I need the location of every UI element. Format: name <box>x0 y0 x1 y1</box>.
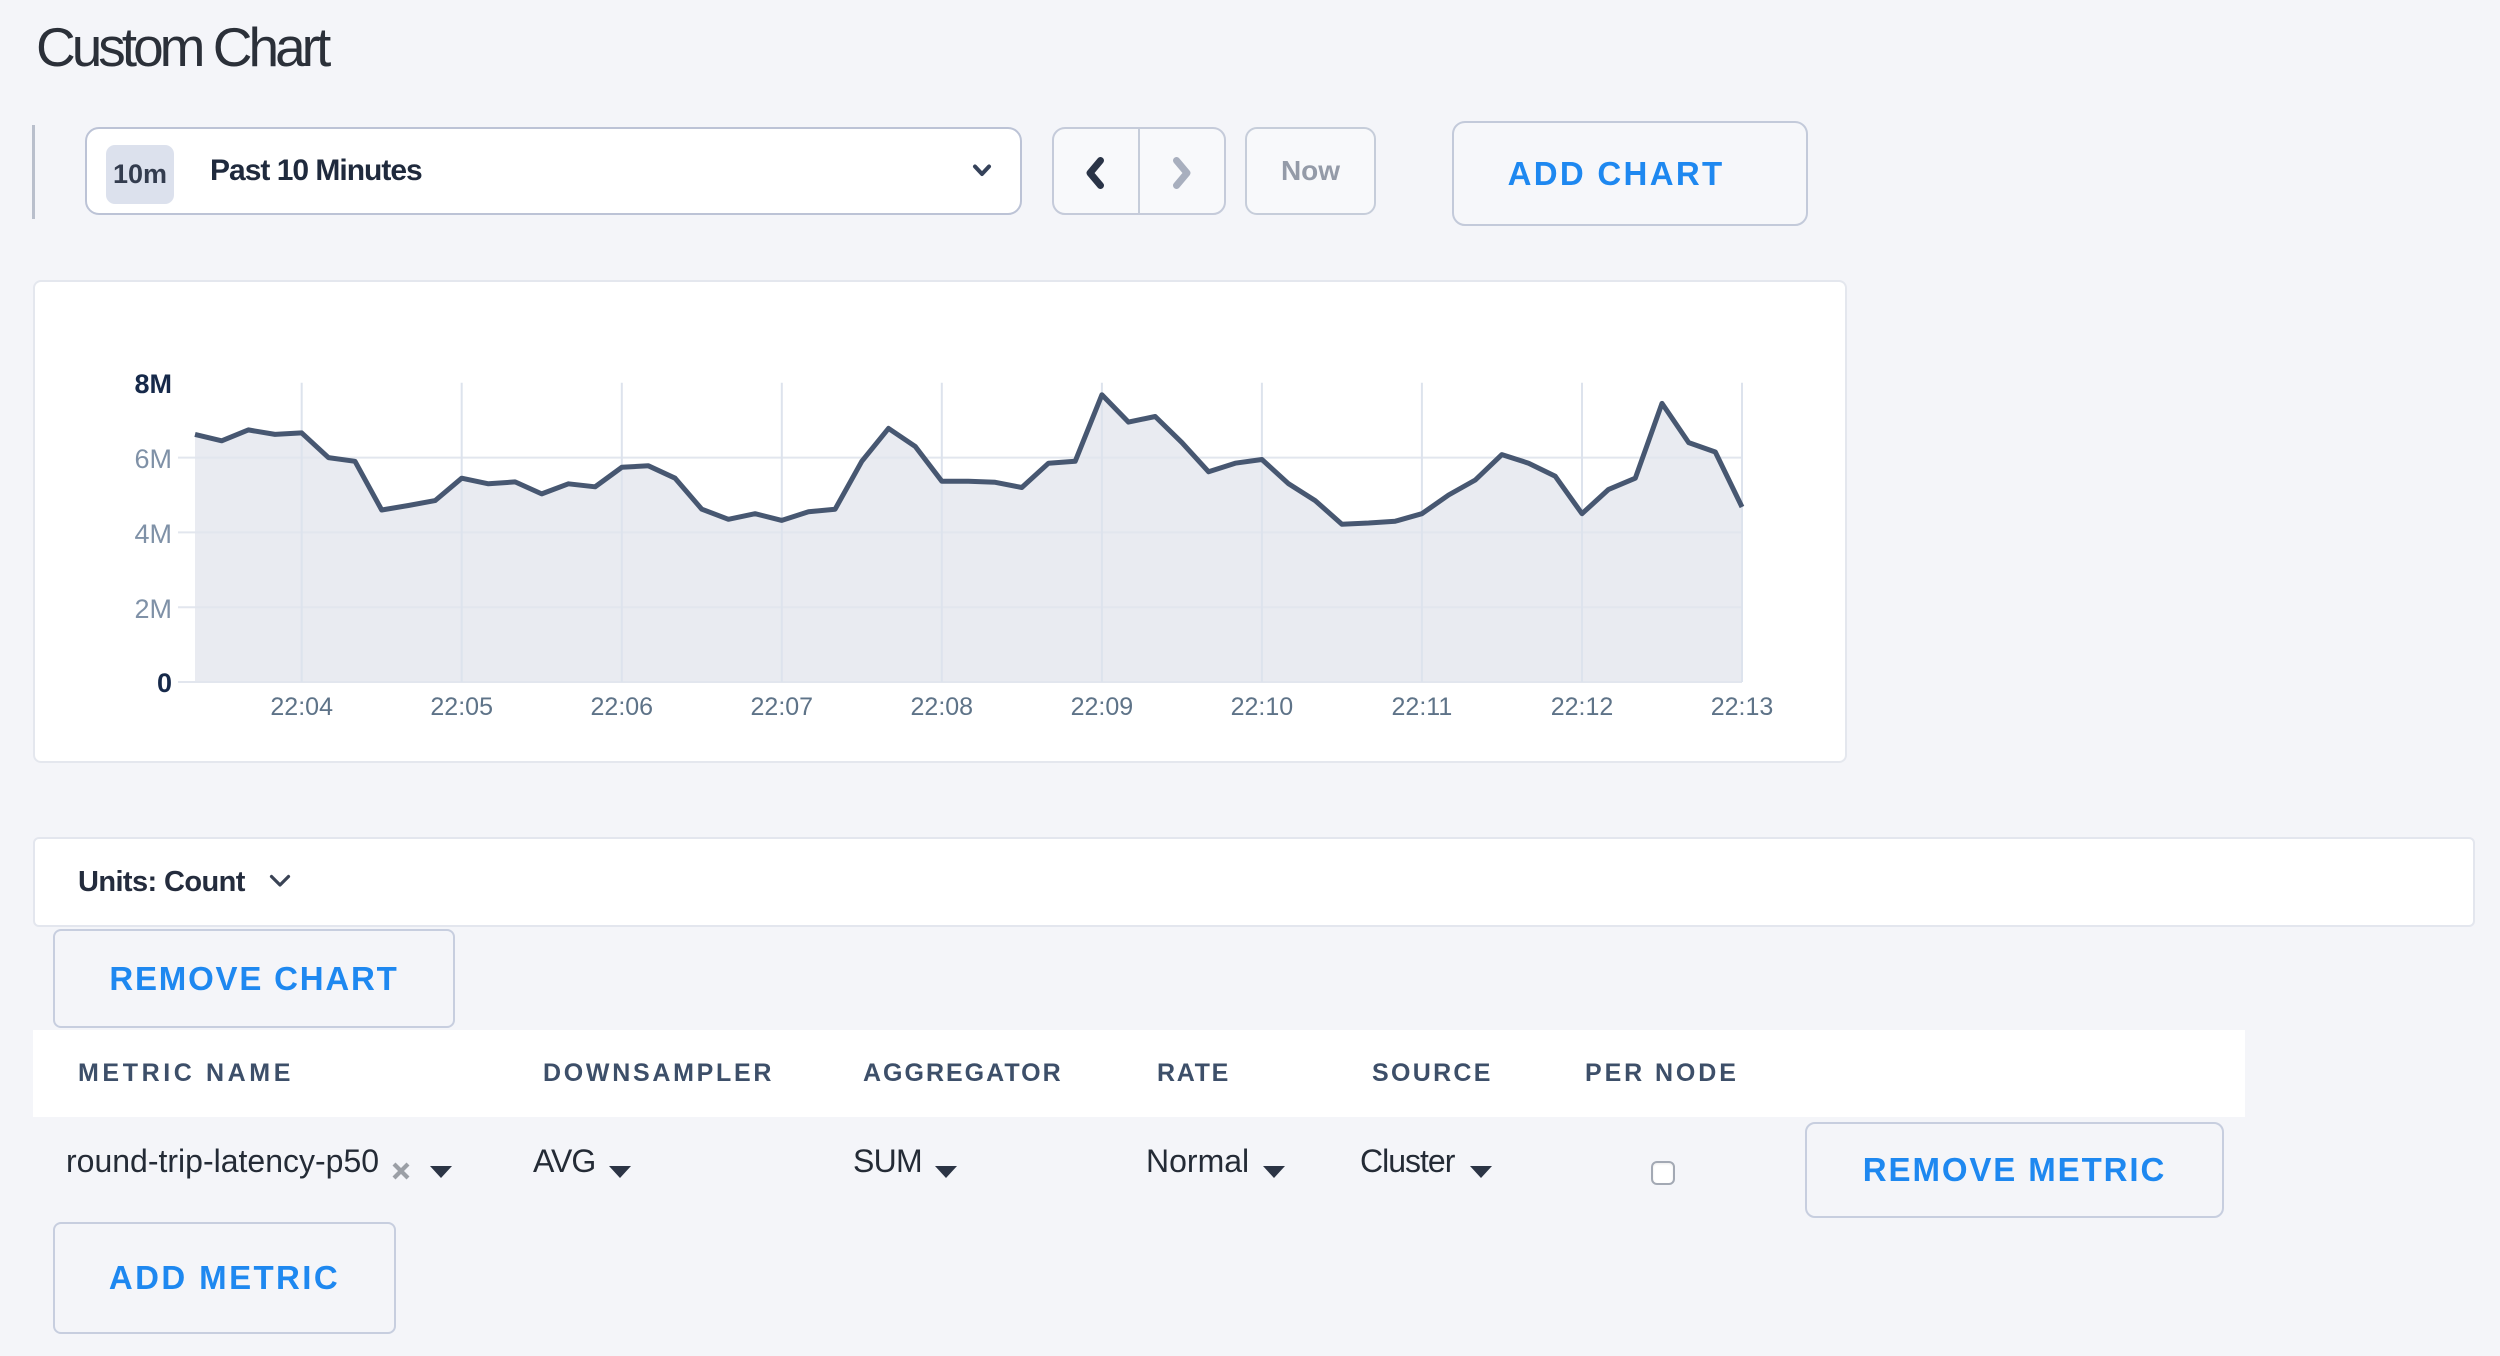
svg-text:22:09: 22:09 <box>1071 693 1134 721</box>
svg-text:22:05: 22:05 <box>430 693 493 721</box>
svg-text:22:07: 22:07 <box>751 693 814 721</box>
svg-text:22:13: 22:13 <box>1711 693 1774 721</box>
svg-text:22:06: 22:06 <box>591 693 654 721</box>
svg-text:4M: 4M <box>134 519 172 549</box>
svg-text:0: 0 <box>157 668 172 698</box>
svg-text:2M: 2M <box>134 594 172 624</box>
svg-text:22:04: 22:04 <box>270 693 333 721</box>
svg-text:22:11: 22:11 <box>1392 693 1453 721</box>
svg-text:8M: 8M <box>134 369 172 399</box>
svg-text:6M: 6M <box>134 444 172 474</box>
svg-text:22:12: 22:12 <box>1551 693 1614 721</box>
svg-text:22:08: 22:08 <box>911 693 974 721</box>
svg-text:22:10: 22:10 <box>1231 693 1294 721</box>
